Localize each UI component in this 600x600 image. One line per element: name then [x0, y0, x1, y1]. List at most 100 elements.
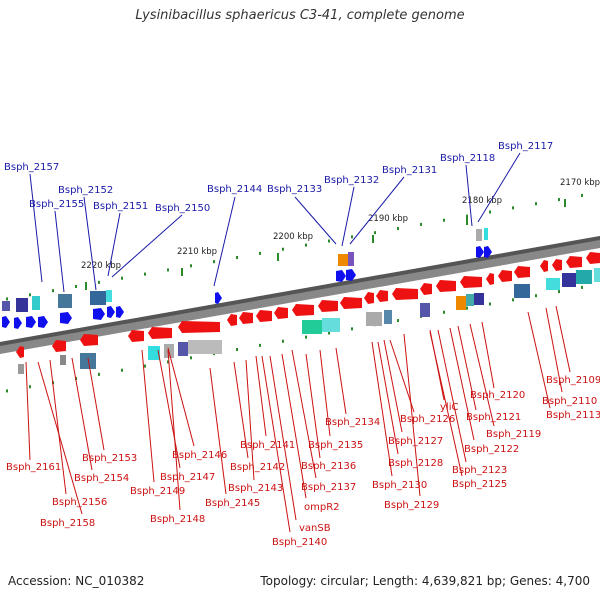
leader-line — [383, 339, 403, 433]
tick-dot — [420, 222, 422, 226]
top-gene-label: Bsph_2118 — [440, 153, 495, 227]
tick-dot — [167, 268, 169, 272]
reverse-gene-arrow — [80, 334, 98, 346]
tick-dot — [121, 276, 123, 280]
kbp-tick — [181, 268, 183, 276]
gene-label-text: Bsph_2157 — [4, 162, 59, 173]
leader-line — [555, 305, 571, 373]
tick-dot — [351, 235, 353, 239]
leader-line — [107, 212, 121, 277]
tick-dot — [535, 202, 537, 206]
leader-line — [37, 361, 83, 515]
leader-line — [481, 321, 495, 389]
bottom-gene-label: Bsph_2109 — [546, 305, 600, 386]
bottom-gene-label: Bsph_2161 — [6, 361, 61, 473]
reverse-gene-arrow — [178, 321, 220, 333]
leader-line — [457, 325, 477, 411]
reverse-gene-arrow — [540, 260, 548, 272]
reverse-gene-arrow — [586, 252, 600, 264]
kbp-tick — [466, 217, 468, 225]
leader-line — [371, 341, 393, 477]
kbp-scale: 2170 kbp 2180 kbp 2190 kbp 2200 kbp 2210 kbp… — [81, 178, 600, 290]
forward-gene-arrow — [215, 292, 222, 304]
feature-box — [16, 298, 28, 312]
leader-line — [54, 210, 65, 293]
tick-dot — [466, 306, 468, 310]
bottom-gene-label: Bsph_2126 — [389, 339, 455, 425]
bottom-gene-label: Bsph_2135 — [308, 349, 363, 451]
top-gene-label: Bsph_2133 — [267, 184, 337, 245]
leader-line — [255, 355, 267, 437]
bottom-gene-label: Bsph_2121 — [457, 325, 521, 423]
reverse-gene-arrow — [256, 310, 272, 322]
gene-label-text: Bsph_2110 — [542, 396, 597, 407]
bottom-gene-label: Bsph_2128 — [377, 341, 443, 469]
bottom-gene-label: Bsph_2134 — [325, 347, 380, 428]
leader-line — [49, 359, 67, 495]
bottom-gene-label: Bsph_2137 — [291, 349, 356, 493]
leader-line — [449, 327, 475, 441]
reverse-gene-arrow — [460, 276, 482, 288]
feature-box — [514, 284, 530, 298]
reverse-gene-arrow — [376, 290, 388, 302]
tick-dot — [190, 264, 192, 268]
bottom-gene-label: Bsph_2127 — [383, 339, 443, 447]
bottom-gene-label: Bsph_2120 — [470, 321, 525, 401]
gene-label-text: Bsph_2119 — [486, 429, 541, 440]
bottom-gene-label: vanSB — [269, 355, 331, 534]
tick-dot — [144, 364, 146, 368]
gene-label-text: Bsph_2161 — [6, 462, 61, 473]
forward-gene-arrow — [2, 316, 10, 328]
gene-label-text: Bsph_2155 — [29, 199, 84, 210]
gene-label-text: Bsph_2129 — [384, 500, 439, 511]
feature-box — [2, 301, 10, 311]
leader-line — [167, 349, 181, 511]
reverse-gene-arrow — [274, 307, 288, 319]
leader-line — [319, 349, 331, 437]
kbp-label: 2180 kbp — [462, 196, 502, 206]
bottom-gene-label: Bsph_2110 — [542, 307, 597, 407]
forward-gene-arrow — [26, 316, 36, 328]
tick-dot — [443, 310, 445, 314]
feature-box — [476, 229, 482, 241]
reverse-gene-arrow — [364, 292, 374, 304]
feature-box — [32, 296, 40, 310]
bottom-gene-label: Bsph_2136 — [301, 353, 356, 472]
gene-label-text: Bsph_2152 — [58, 185, 113, 196]
bottom-gene-label: Bsph_2119 — [469, 323, 541, 440]
gene-label-text: Bsph_2132 — [324, 175, 379, 186]
forward-gene-arrow — [14, 317, 22, 329]
gene-label-text: Bsph_2126 — [400, 414, 455, 425]
bottom-gene-label: Bsph_2122 — [449, 327, 519, 455]
gene-label-text: yliC — [440, 402, 458, 413]
feature-box — [576, 270, 592, 284]
tick-dot — [282, 339, 284, 343]
leader-line — [437, 329, 467, 463]
feature-box — [366, 312, 382, 326]
gene-label-text: Bsph_2158 — [40, 518, 95, 529]
leader-line — [233, 361, 249, 459]
bottom-gene-label: yliC — [429, 329, 458, 413]
leader-line — [209, 367, 227, 495]
reverse-gene-arrow — [227, 314, 237, 326]
tick-dot — [259, 251, 261, 255]
feature-box — [106, 290, 112, 302]
bottom-gene-label: Bsph_2149 — [130, 349, 185, 497]
bottom-gene-label: Bsph_2147 — [157, 349, 215, 483]
tick-dot — [167, 360, 169, 364]
tick-dot — [6, 297, 8, 301]
reverse-gene-arrow — [420, 283, 432, 295]
leader-line — [261, 355, 291, 533]
tick-dot — [6, 389, 8, 393]
tick-dot — [144, 272, 146, 276]
tick-dot — [581, 193, 583, 197]
reverse-gene-arrow — [52, 340, 66, 352]
tick-dot — [328, 239, 330, 243]
gene-label-text: Bsph_2141 — [240, 440, 295, 451]
gene-label-text: Bsph_2131 — [382, 165, 437, 176]
bottom-gene-label: Bsph_2123 — [437, 329, 507, 476]
leader-line — [377, 341, 399, 455]
bottom-gene-label: Bsph_2142 — [230, 361, 285, 473]
leader-line — [25, 361, 31, 461]
feature-box — [484, 228, 488, 240]
